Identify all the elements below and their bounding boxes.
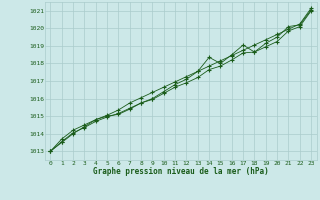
X-axis label: Graphe pression niveau de la mer (hPa): Graphe pression niveau de la mer (hPa): [93, 167, 269, 176]
